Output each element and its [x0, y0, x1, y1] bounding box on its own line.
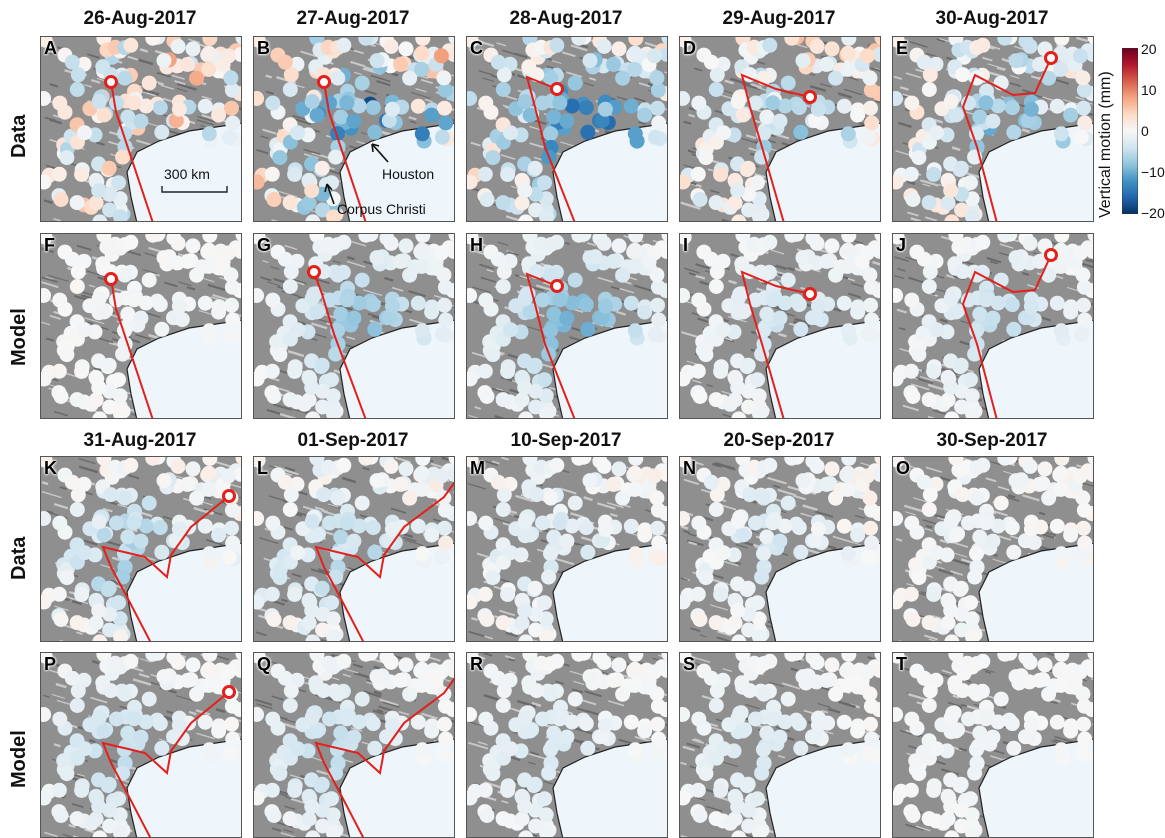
storm-track	[313, 271, 367, 418]
map-panel-a: A	[40, 36, 242, 222]
date-title-2: 27-Aug-2017	[296, 8, 410, 29]
storm-track	[101, 495, 230, 641]
panel-letter-j: J	[896, 235, 907, 255]
map-panel-q: Q	[253, 652, 455, 838]
storm-track	[740, 73, 811, 221]
map-panel-g: G	[253, 233, 455, 419]
colorbar-tick-m20: −20	[1141, 205, 1165, 221]
storm-center-marker	[222, 685, 236, 699]
panel-letter-o: O	[896, 458, 911, 478]
annotation-arrows	[324, 143, 389, 205]
date-title-4: 29-Aug-2017	[722, 8, 836, 29]
map-panel-c: C	[466, 36, 668, 222]
map-panel-d: D	[679, 36, 881, 222]
colorbar-tick-10: 10	[1141, 82, 1157, 98]
map-panel-n: N	[679, 456, 881, 642]
map-panel-t: T	[892, 652, 1094, 838]
date-title-5: 30-Aug-2017	[935, 8, 1049, 29]
map-panel-b: B	[253, 36, 455, 222]
storm-center-marker	[104, 272, 118, 286]
storm-center-marker	[803, 287, 817, 301]
row-label-data-1: Data	[8, 114, 30, 158]
panel-letter-p: P	[44, 654, 57, 674]
panel-letter-d: D	[683, 38, 696, 58]
date-title-6: 31-Aug-2017	[83, 430, 197, 451]
row-label-model-1: Model	[8, 308, 30, 366]
map-panel-o: O	[892, 456, 1094, 642]
map-panel-h: H	[466, 233, 668, 419]
map-panel-i: I	[679, 233, 881, 419]
date-title-7: 01-Sep-2017	[297, 430, 409, 451]
panel-letter-r: R	[470, 654, 483, 674]
date-title-8: 10-Sep-2017	[510, 430, 622, 451]
storm-center-marker	[222, 489, 236, 503]
storm-center-marker	[550, 279, 564, 293]
storm-center-marker	[550, 82, 564, 96]
storm-center-marker	[317, 75, 331, 89]
storm-track	[961, 57, 1052, 221]
panel-letter-e: E	[896, 38, 909, 58]
storm-center-marker	[1044, 248, 1058, 262]
storm-center-marker	[1044, 51, 1058, 65]
row-label-model-2: Model	[8, 730, 30, 788]
storm-track	[101, 691, 230, 837]
storm-track	[740, 270, 811, 418]
houston-label: Houston	[382, 166, 435, 182]
date-title-1: 26-Aug-2017	[83, 8, 197, 29]
colorbar-tick-m10: −10	[1141, 164, 1165, 180]
panel-letter-b: B	[257, 38, 270, 58]
storm-track	[961, 254, 1052, 418]
panel-letter-n: N	[683, 458, 696, 478]
panel-letter-f: F	[44, 235, 55, 255]
map-panel-l: L	[253, 456, 455, 642]
scale-bar	[161, 186, 228, 193]
map-panel-f: F	[40, 233, 242, 419]
storm-track	[323, 81, 367, 221]
corpus-christi-label: Corpus Christi	[337, 201, 426, 217]
map-panel-m: M	[466, 456, 668, 642]
panel-letter-c: C	[470, 38, 483, 58]
colorbar-title: Vertical motion (mm)	[1097, 71, 1114, 218]
row-label-data-2: Data	[8, 536, 30, 580]
panel-letter-h: H	[470, 235, 483, 255]
storm-track	[525, 75, 576, 221]
panel-letter-g: G	[257, 235, 272, 255]
panel-letter-q: Q	[257, 654, 272, 674]
colorbar-tick-20: 20	[1141, 41, 1157, 57]
storm-track	[110, 278, 154, 418]
storm-track	[110, 81, 154, 221]
date-title-10: 30-Sep-2017	[936, 430, 1048, 451]
date-title-3: 28-Aug-2017	[509, 8, 623, 29]
map-panel-j: J	[892, 233, 1094, 419]
map-panel-p: P	[40, 652, 242, 838]
map-panel-s: S	[679, 652, 881, 838]
storm-center-marker	[104, 75, 118, 89]
panel-letter-t: T	[896, 654, 907, 674]
storm-center-marker	[307, 265, 321, 279]
date-title-9: 20-Sep-2017	[723, 430, 835, 451]
storm-track	[525, 272, 576, 418]
scale-bar-label: 300 km	[164, 166, 210, 182]
panel-letter-i: I	[683, 235, 689, 255]
map-panel-e: E	[892, 36, 1094, 222]
panel-letter-a: A	[44, 38, 57, 58]
panel-letter-l: L	[257, 458, 268, 478]
colorbar-tick-0: 0	[1141, 123, 1149, 139]
storm-track	[314, 481, 454, 641]
storm-track	[314, 677, 454, 837]
map-panel-k: K	[40, 456, 242, 642]
storm-center-marker	[803, 90, 817, 104]
colorbar	[1122, 48, 1138, 214]
panel-letter-k: K	[44, 458, 57, 478]
map-panel-r: R	[466, 652, 668, 838]
panel-letter-s: S	[683, 654, 696, 674]
panel-letter-m: M	[470, 458, 485, 478]
